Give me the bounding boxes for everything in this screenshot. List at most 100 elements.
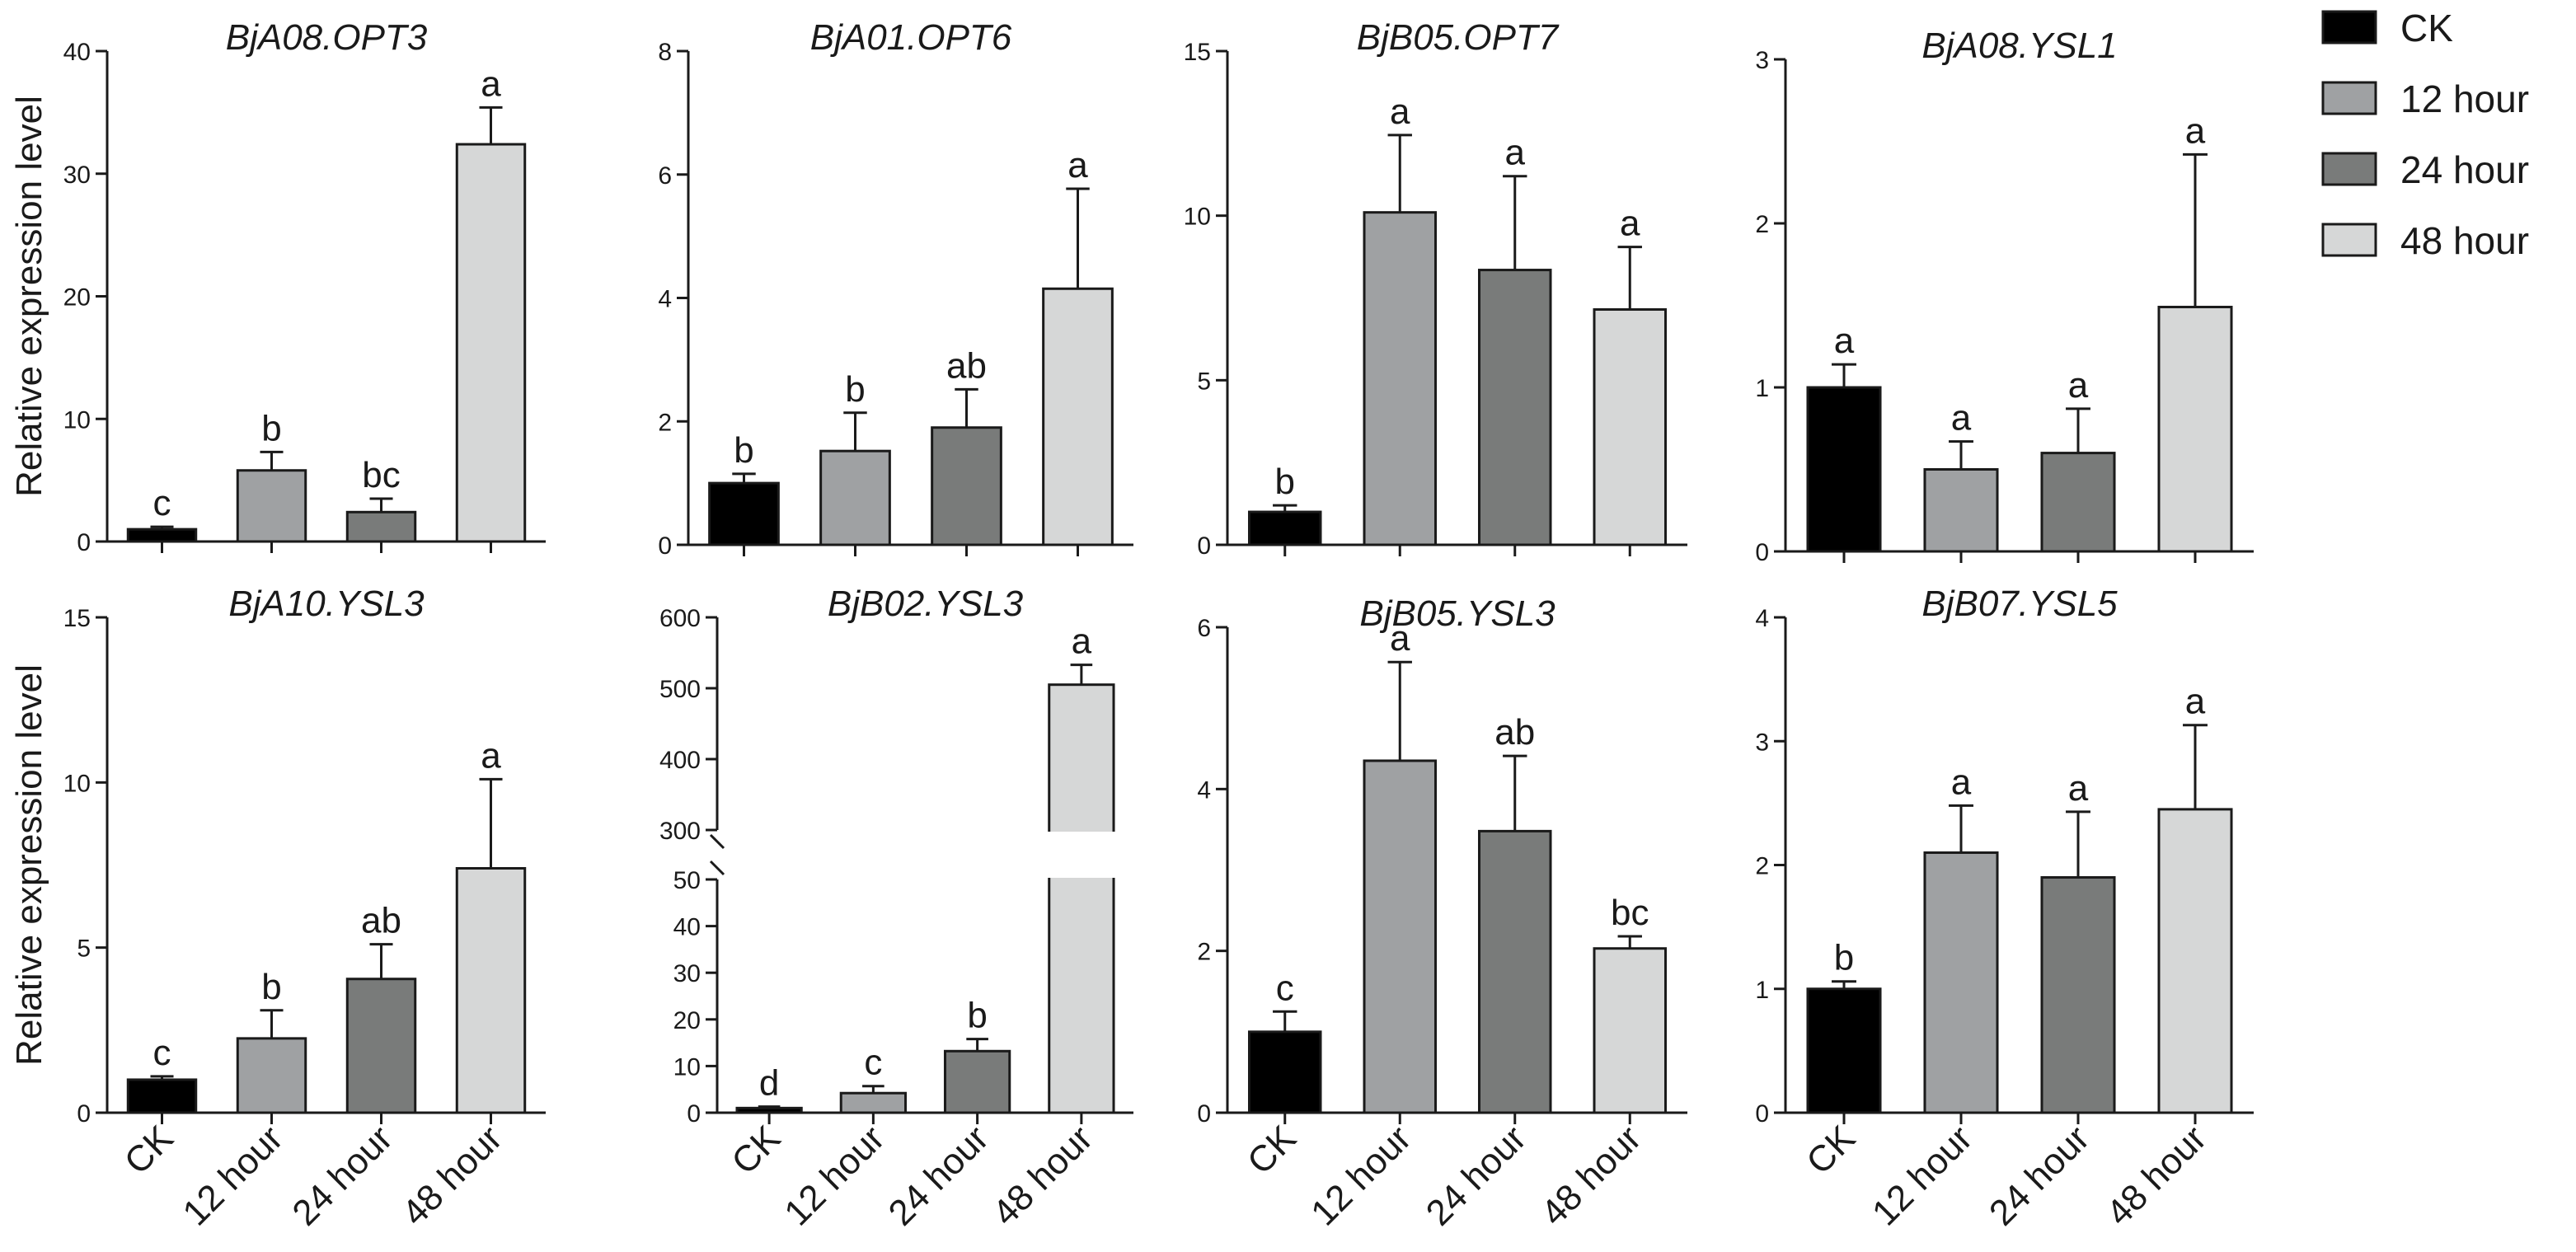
bar-24-hour	[1478, 269, 1552, 546]
y-tick-label: 20	[673, 1007, 701, 1034]
y-tick-label: 3	[1755, 47, 1769, 74]
bar-12-hour	[1923, 468, 1999, 553]
significance-letter: d	[759, 1063, 779, 1104]
x-category-label: CK	[1240, 1118, 1304, 1182]
significance-letter: a	[1067, 145, 1088, 185]
y-tick-label: 10	[1184, 204, 1211, 231]
y-tick-label: 30	[63, 162, 91, 189]
significance-letter: a	[2068, 768, 2089, 809]
y-tick-label: 0	[658, 532, 672, 560]
panel-bja08-ysl1: BjA08.YSL1 0 1 2 3 a a a a	[1755, 26, 2254, 566]
y-tick-label: 0	[687, 1100, 701, 1128]
bar-48-hour	[1593, 947, 1667, 1114]
y-tick-label: 3	[1755, 729, 1769, 756]
bar-48-hour	[2157, 808, 2233, 1114]
bar-ck	[1248, 1030, 1322, 1114]
y-tick-label: 2	[1197, 939, 1211, 966]
y-tick-label: 20	[63, 284, 91, 312]
significance-letter: ab	[1494, 712, 1535, 753]
panel-bjb02-ysl3: BjB02.YSL3 0 10 20 30 40 50 300 400 500 600 d c b a CK1…	[659, 584, 1133, 1234]
panel-bjb05-opt7: BjB05.OPT7 0 5 10 15 b a a a	[1184, 17, 1687, 560]
bar-48-hour	[455, 867, 527, 1114]
y-tick-label: 4	[1755, 605, 1769, 632]
bar-24-hour	[2040, 452, 2116, 553]
panel-bjb07-ysl5: BjB07.YSL5 0 1 2 3 4 b a a a CK 12 hour 24 hour 48 ho…	[1755, 584, 2254, 1234]
bar-12-hour	[236, 1037, 307, 1114]
panel-bja01-opt6: BjA01.OPT6 0 2 4 6 8 b b ab a	[658, 17, 1133, 560]
x-category-label: 24 hour	[1982, 1118, 2097, 1233]
bar-48-hour	[455, 143, 527, 543]
panel-title: BjA01.OPT6	[810, 17, 1012, 58]
significance-letter: a	[1951, 398, 1972, 438]
significance-letter: a	[1834, 321, 1855, 361]
significance-letter: a	[2068, 365, 2089, 406]
significance-letter: ab	[361, 901, 401, 941]
y-tick-label: 0	[77, 529, 91, 556]
y-tick-label: 0	[1755, 1100, 1769, 1128]
bar-ck	[126, 528, 198, 543]
significance-letter: c	[864, 1043, 882, 1083]
y-tick-label: 10	[63, 406, 91, 434]
legend-swatch-ck	[2321, 10, 2377, 45]
y-tick-label: 500	[659, 676, 701, 703]
significance-letter: b	[734, 430, 753, 471]
panel-title: BjB07.YSL5	[1921, 584, 2118, 624]
legend-swatch-48-hour	[2321, 223, 2377, 257]
significance-letter: a	[2185, 110, 2206, 151]
x-category-label: 48 hour	[2099, 1118, 2214, 1233]
x-category-label: 24 hour	[1419, 1118, 1534, 1233]
significance-letter: a	[481, 63, 501, 104]
significance-letter: a	[1072, 621, 1092, 662]
panel-title: BjA08.OPT3	[226, 17, 428, 58]
panel-title: BjB05.YSL3	[1359, 593, 1555, 634]
significance-letter: a	[2185, 682, 2206, 722]
y-tick-label: 6	[1197, 615, 1211, 642]
y-tick-label: 10	[673, 1053, 701, 1081]
y-tick-label: 40	[63, 39, 91, 66]
x-category-label: 12 hour	[777, 1118, 892, 1233]
y-tick-label: 2	[658, 409, 672, 436]
bar-ck	[1806, 987, 1882, 1114]
legend-label-24-hour: 24 hour	[2400, 148, 2529, 191]
y-tick-label: 6	[658, 162, 672, 190]
legend-label-ck: CK	[2400, 7, 2453, 49]
y-tick-label: 30	[673, 960, 701, 987]
bar-24-hour	[345, 978, 417, 1114]
panel-bjb05-ysl3: BjB05.YSL3 0 2 4 6 c a ab bc CK 12 hour 24 hour 48 h…	[1197, 593, 1687, 1234]
legend-swatch-12-hour	[2321, 81, 2377, 115]
y-tick-label: 10	[63, 770, 91, 797]
bar-24-hour	[2040, 876, 2116, 1114]
significance-letter: b	[261, 408, 281, 448]
significance-letter: a	[481, 735, 501, 776]
significance-letter: a	[1951, 762, 1972, 802]
y-tick-label: 400	[659, 747, 701, 774]
x-category-label: CK	[1799, 1118, 1863, 1182]
significance-letter: a	[1620, 204, 1640, 244]
y-tick-label: 0	[1197, 1100, 1211, 1128]
significance-letter: bc	[362, 455, 400, 495]
x-category-label: 24 hour	[284, 1118, 400, 1233]
bar-12-hour	[1923, 851, 1999, 1114]
significance-letter: b	[845, 369, 865, 410]
significance-letter: a	[1390, 91, 1410, 132]
x-category-label: CK	[117, 1118, 181, 1182]
y-tick-label: 5	[77, 935, 91, 963]
bar-24-hour	[943, 1049, 1011, 1114]
axis-break-mark	[709, 833, 725, 850]
significance-letter: b	[1275, 462, 1295, 502]
axis-break-mark	[709, 860, 725, 876]
y-tick-label: 300	[659, 818, 701, 845]
bar-24-hour	[1478, 829, 1552, 1114]
x-category-label: 48 hour	[1533, 1118, 1649, 1233]
legend-label-12-hour: 12 hour	[2400, 77, 2529, 120]
panel-title: BjB05.OPT7	[1357, 17, 1560, 58]
y-axis-label: Relative expression level	[9, 664, 49, 1066]
significance-letter: ab	[946, 345, 987, 386]
panel-bja08-opt3: BjA08.OPT3 0 10 20 30 40 c b bc a Relative express…	[9, 17, 546, 556]
significance-letter: a	[1505, 133, 1526, 173]
y-axis-label: Relative expression level	[9, 96, 49, 497]
significance-letter: b	[967, 996, 987, 1036]
legend-swatch-24-hour	[2321, 152, 2377, 186]
